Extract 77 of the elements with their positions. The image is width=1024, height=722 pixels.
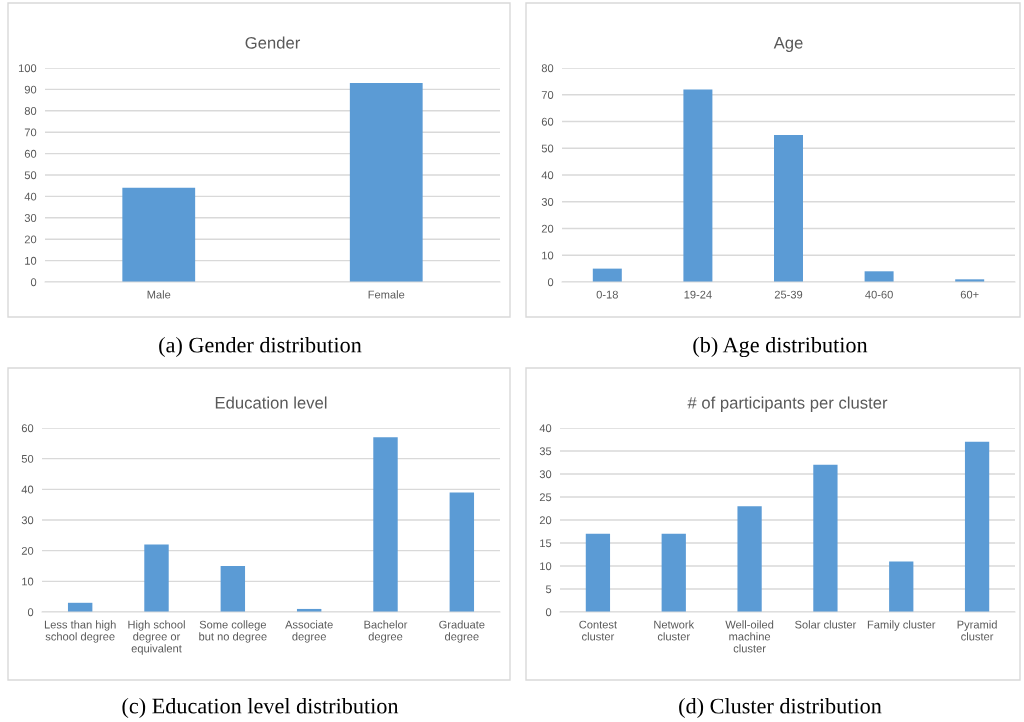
x-tick-label: Some college but no degree <box>199 620 267 643</box>
y-tick-label: 70 <box>24 128 37 137</box>
y-tick-label: 20 <box>539 516 552 525</box>
y-tick-label: 60 <box>24 149 37 158</box>
y-tick-label: 80 <box>541 64 554 73</box>
y-tick-label: 40 <box>541 171 554 180</box>
y-tick-label: 0 <box>545 608 552 617</box>
y-tick-label: 50 <box>24 171 37 180</box>
x-tick-label: 25-39 <box>774 290 803 299</box>
x-tick-label: 19-24 <box>684 290 712 299</box>
x-tick-label: Well-oiled machine cluster <box>725 620 774 653</box>
x-tick-label: Network cluster <box>654 620 695 641</box>
bar <box>889 561 914 612</box>
y-tick-label: 10 <box>25 256 37 265</box>
y-tick-label: 0 <box>30 278 37 287</box>
y-tick-label: 30 <box>24 214 37 222</box>
y-tick-label: 15 <box>540 539 552 548</box>
text: (a) Gender distribution <box>159 336 362 358</box>
y-tick-label: 35 <box>539 447 552 456</box>
x-tick-label: Associate degree <box>285 620 333 643</box>
x-tick-label: Solar cluster <box>795 620 857 629</box>
bar <box>964 441 990 612</box>
text: (d) Cluster distribution <box>679 697 882 719</box>
bar <box>683 89 713 282</box>
bar <box>449 492 475 612</box>
x-tick-label: 60+ <box>960 290 979 299</box>
y-tick-label: 10 <box>22 577 34 586</box>
bar <box>864 271 894 282</box>
x-tick-label: 40-60 <box>865 290 893 299</box>
y-tick-label: 30 <box>21 516 34 525</box>
y-tick-label: 0 <box>547 278 554 287</box>
y-tick-label: 60 <box>541 117 554 126</box>
bar <box>737 506 762 612</box>
x-tick-label: 0-18 <box>596 290 618 299</box>
x-tick-label: Pyramid cluster <box>957 620 997 641</box>
bar <box>220 566 246 612</box>
y-tick-label: 30 <box>541 198 554 206</box>
x-tick-label: Contest cluster <box>579 620 617 641</box>
bar <box>373 437 398 612</box>
y-tick-label: 40 <box>21 485 34 494</box>
chart-title: Gender <box>245 36 301 49</box>
bar <box>774 134 803 282</box>
y-tick-label: 70 <box>541 91 554 99</box>
y-tick-label: 0 <box>27 608 34 617</box>
y-tick-label: 25 <box>539 493 552 502</box>
y-tick-label: 30 <box>539 470 552 479</box>
x-tick-label: High school degree or equivalent <box>128 620 185 655</box>
bar <box>585 533 611 612</box>
y-tick-label: 50 <box>21 454 34 463</box>
x-tick-label: Bachelor degree <box>364 620 408 643</box>
text: (c) Education level distribution <box>122 697 399 719</box>
y-tick-label: 20 <box>24 235 37 244</box>
x-tick-label: Male <box>147 290 171 299</box>
y-tick-label: 50 <box>541 144 554 153</box>
x-tick-label: Less than high school degree <box>44 620 116 643</box>
bar <box>592 268 622 282</box>
y-tick-label: 40 <box>24 192 37 201</box>
text: (b) Age distribution <box>693 336 868 358</box>
y-tick-label: 40 <box>539 424 552 433</box>
x-tick-label: Family cluster <box>867 620 936 631</box>
y-tick-label: 90 <box>24 85 37 94</box>
y-tick-label: 60 <box>21 424 34 433</box>
y-tick-label: 5 <box>545 585 552 594</box>
x-tick-label: Female <box>368 290 405 299</box>
x-tick-label: Graduate degree <box>439 620 485 643</box>
y-tick-label: 10 <box>540 562 552 571</box>
chart-title: Age <box>773 37 803 53</box>
bar <box>144 544 169 612</box>
y-tick-label: 80 <box>24 107 37 115</box>
chart-title: Education level <box>215 396 327 409</box>
y-tick-label: 10 <box>542 251 554 260</box>
bar <box>661 533 686 612</box>
y-tick-label: 100 <box>18 64 37 73</box>
bar <box>813 464 838 612</box>
chart-title: # of participants per cluster <box>687 396 888 413</box>
y-tick-label: 20 <box>541 224 554 233</box>
y-tick-label: 20 <box>21 546 34 555</box>
